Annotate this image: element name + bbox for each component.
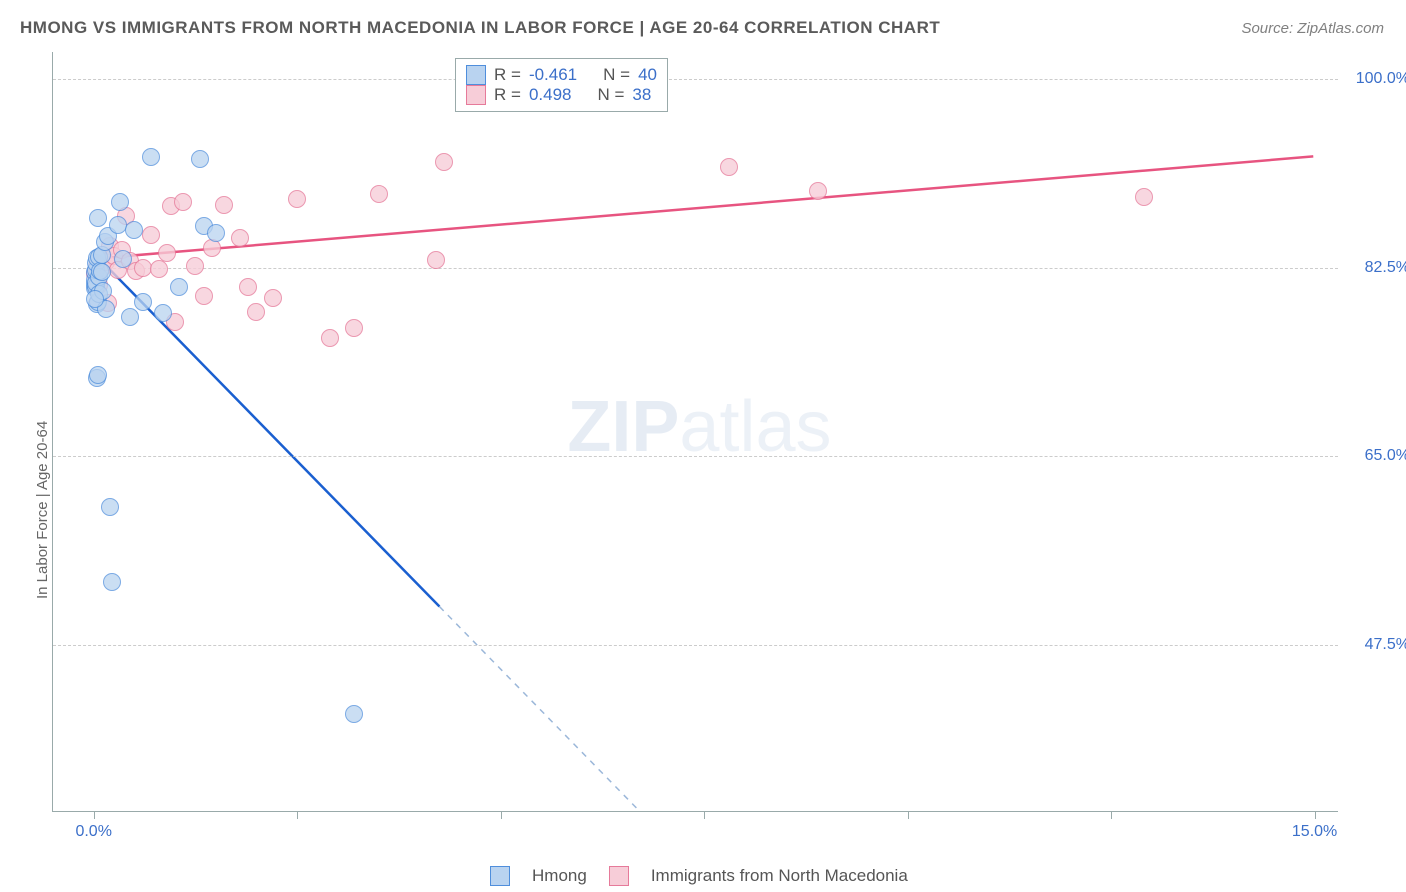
n-value-hmong: 40	[638, 65, 657, 85]
data-point-macedonia	[203, 239, 221, 257]
data-point-hmong	[86, 290, 104, 308]
data-point-macedonia	[720, 158, 738, 176]
data-point-macedonia	[150, 260, 168, 278]
y-tick-label: 100.0%	[1356, 70, 1406, 88]
data-point-hmong	[345, 705, 363, 723]
data-point-macedonia	[321, 329, 339, 347]
data-point-hmong	[121, 308, 139, 326]
regression-lines-layer	[53, 52, 1338, 811]
data-point-macedonia	[264, 289, 282, 307]
data-point-hmong	[109, 216, 127, 234]
correlation-stats-legend: R = -0.461 N = 40 R = 0.498 N = 38	[455, 58, 668, 112]
n-label: N =	[603, 65, 630, 85]
data-point-macedonia	[809, 182, 827, 200]
data-point-hmong	[191, 150, 209, 168]
data-point-macedonia	[231, 229, 249, 247]
y-tick-label: 47.5%	[1365, 636, 1406, 654]
data-point-hmong	[101, 498, 119, 516]
data-point-macedonia	[345, 319, 363, 337]
data-point-macedonia	[186, 257, 204, 275]
data-point-macedonia	[174, 193, 192, 211]
legend-row-hmong: R = -0.461 N = 40	[466, 65, 657, 85]
r-value-hmong: -0.461	[529, 65, 577, 85]
data-point-hmong	[89, 209, 107, 227]
x-tick	[501, 811, 502, 819]
data-point-hmong	[103, 573, 121, 591]
data-point-hmong	[134, 293, 152, 311]
data-point-hmong	[142, 148, 160, 166]
x-tick-label: 0.0%	[75, 823, 111, 841]
data-point-hmong	[207, 224, 225, 242]
data-point-hmong	[125, 221, 143, 239]
data-point-hmong	[170, 278, 188, 296]
data-point-macedonia	[1135, 188, 1153, 206]
n-label: N =	[597, 85, 624, 105]
y-tick-label: 65.0%	[1365, 447, 1406, 465]
swatch-hmong	[490, 866, 510, 886]
swatch-hmong	[466, 65, 486, 85]
r-label: R =	[494, 85, 521, 105]
data-point-macedonia	[247, 303, 265, 321]
data-point-hmong	[93, 263, 111, 281]
n-value-macedonia: 38	[632, 85, 651, 105]
x-tick	[1315, 811, 1316, 819]
gridline	[53, 456, 1338, 457]
data-point-macedonia	[195, 287, 213, 305]
data-point-macedonia	[435, 153, 453, 171]
series-legend: Hmong Immigrants from North Macedonia	[490, 866, 908, 886]
x-tick	[94, 811, 95, 819]
gridline	[53, 645, 1338, 646]
y-tick-label: 82.5%	[1365, 259, 1406, 277]
x-tick	[908, 811, 909, 819]
data-point-macedonia	[239, 278, 257, 296]
data-point-macedonia	[142, 226, 160, 244]
data-point-macedonia	[215, 196, 233, 214]
chart-title: HMONG VS IMMIGRANTS FROM NORTH MACEDONIA…	[20, 18, 940, 38]
x-tick	[297, 811, 298, 819]
y-axis-title: In Labor Force | Age 20-64	[34, 421, 51, 599]
swatch-macedonia	[609, 866, 629, 886]
data-point-hmong	[154, 304, 172, 322]
gridline	[53, 268, 1338, 269]
data-point-hmong	[114, 250, 132, 268]
swatch-macedonia	[466, 85, 486, 105]
source-attribution: Source: ZipAtlas.com	[1241, 20, 1384, 37]
legend-row-macedonia: R = 0.498 N = 38	[466, 85, 657, 105]
plot-area: ZIPatlas 100.0%82.5%65.0%47.5%0.0%15.0%	[52, 52, 1338, 812]
data-point-macedonia	[158, 244, 176, 262]
data-point-macedonia	[370, 185, 388, 203]
x-tick	[704, 811, 705, 819]
data-point-hmong	[89, 366, 107, 384]
legend-label-macedonia: Immigrants from North Macedonia	[651, 866, 908, 886]
x-tick-label: 15.0%	[1292, 823, 1337, 841]
chart-container: HMONG VS IMMIGRANTS FROM NORTH MACEDONIA…	[0, 0, 1406, 892]
data-point-hmong	[111, 193, 129, 211]
r-value-macedonia: 0.498	[529, 85, 572, 105]
r-label: R =	[494, 65, 521, 85]
legend-label-hmong: Hmong	[532, 866, 587, 886]
data-point-macedonia	[427, 251, 445, 269]
x-tick	[1111, 811, 1112, 819]
regression-line	[439, 607, 639, 811]
data-point-macedonia	[288, 190, 306, 208]
gridline	[53, 79, 1338, 80]
regression-line	[94, 156, 1313, 258]
